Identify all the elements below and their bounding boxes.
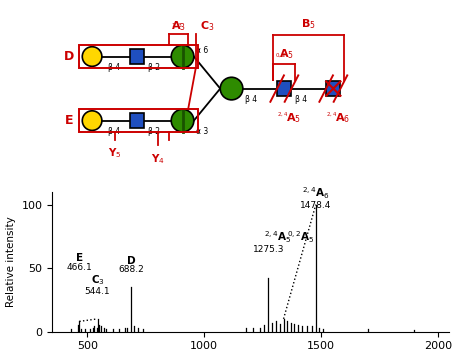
Text: C$_3$: C$_3$ [199,19,214,33]
Text: β 2: β 2 [148,127,160,136]
Text: β 2: β 2 [148,63,160,72]
Circle shape [171,109,194,132]
Bar [79,109,198,132]
Bar [130,113,144,128]
Text: $^{1,3}$: $^{1,3}$ [171,23,183,32]
Text: 1275.3: 1275.3 [252,245,284,254]
Circle shape [171,45,194,68]
Text: α 3: α 3 [196,127,208,136]
Text: D: D [127,255,135,266]
Text: β 4: β 4 [108,127,120,136]
Circle shape [82,47,102,66]
Text: 466.1: 466.1 [66,263,92,272]
Text: $^{0,2}$: $^{0,2}$ [275,53,286,62]
Text: B$_5$: B$_5$ [301,17,316,31]
Text: A$_5$: A$_5$ [286,112,301,125]
Text: $^{2,4}$A$_5$: $^{2,4}$A$_5$ [264,230,291,245]
Text: $^{2,4}$: $^{2,4}$ [277,113,288,122]
Text: Y$_5$: Y$_5$ [108,147,122,161]
Text: E: E [76,253,83,263]
Text: α 6: α 6 [196,46,208,55]
Text: $^{0,2}$A$_5$: $^{0,2}$A$_5$ [287,230,315,245]
Text: E: E [65,114,74,127]
Circle shape [82,111,102,131]
Text: A$_6$: A$_6$ [335,112,350,125]
Text: β 4: β 4 [295,95,307,104]
Text: β 4: β 4 [108,63,120,72]
Bar [130,49,144,64]
Text: β 4: β 4 [245,95,257,104]
Y-axis label: Relative intensity: Relative intensity [6,216,16,307]
Text: A$_3$: A$_3$ [171,19,186,33]
Text: Y$_4$: Y$_4$ [151,152,165,166]
Bar [277,81,291,96]
Text: 688.2: 688.2 [118,266,144,274]
Text: 544.1: 544.1 [85,287,110,296]
Bar [326,81,340,96]
Text: C$_3$: C$_3$ [91,273,104,287]
Text: $^{2,4}$: $^{2,4}$ [326,113,337,122]
Text: 1478.4: 1478.4 [300,201,331,210]
Text: A$_5$: A$_5$ [279,47,294,61]
Text: $^{2,4}$A$_6$: $^{2,4}$A$_6$ [302,185,330,201]
Bar [79,45,198,68]
Circle shape [220,77,243,100]
Text: D: D [64,50,74,63]
